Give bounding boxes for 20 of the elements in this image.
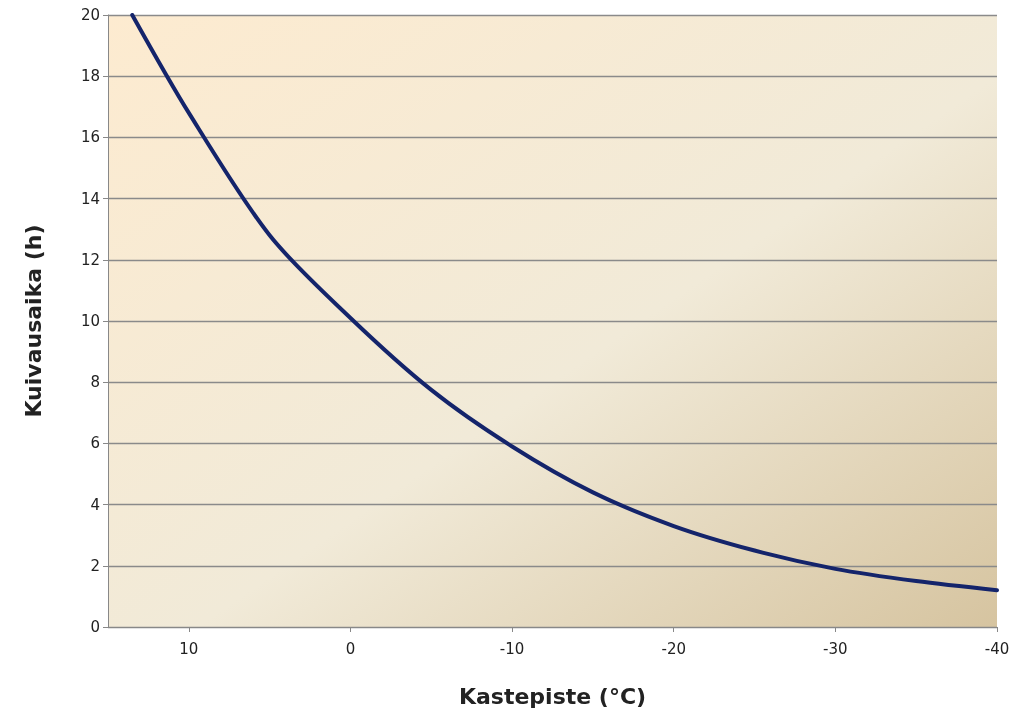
y-tick-label: 8 (90, 373, 100, 392)
line-series (130, 13, 999, 593)
y-axis-title: Kuivausaika (h) (20, 224, 46, 418)
x-tick-label: -40 (984, 639, 1010, 658)
x-axis-title: Kastepiste (°C) (458, 683, 647, 709)
y-tick-label: 6 (90, 434, 100, 453)
y-tick-label: 20 (80, 6, 100, 24)
y-tick-label: 14 (80, 189, 100, 208)
y-tick-label: 2 (90, 556, 100, 575)
x-tick-label: -10 (499, 639, 525, 658)
x-tick-label: -20 (661, 639, 686, 658)
x-tick-label: 0 (345, 639, 356, 658)
x-tick-label: 10 (179, 639, 199, 658)
y-tick-label: 18 (80, 67, 100, 86)
y-tick-label: 4 (90, 495, 100, 514)
y-tick-label: 0 (90, 618, 100, 636)
y-tick-label: 10 (80, 312, 100, 330)
y-tick-label: 12 (80, 250, 100, 269)
y-tick-label: 16 (80, 128, 100, 147)
x-tick-label: -30 (823, 639, 848, 658)
